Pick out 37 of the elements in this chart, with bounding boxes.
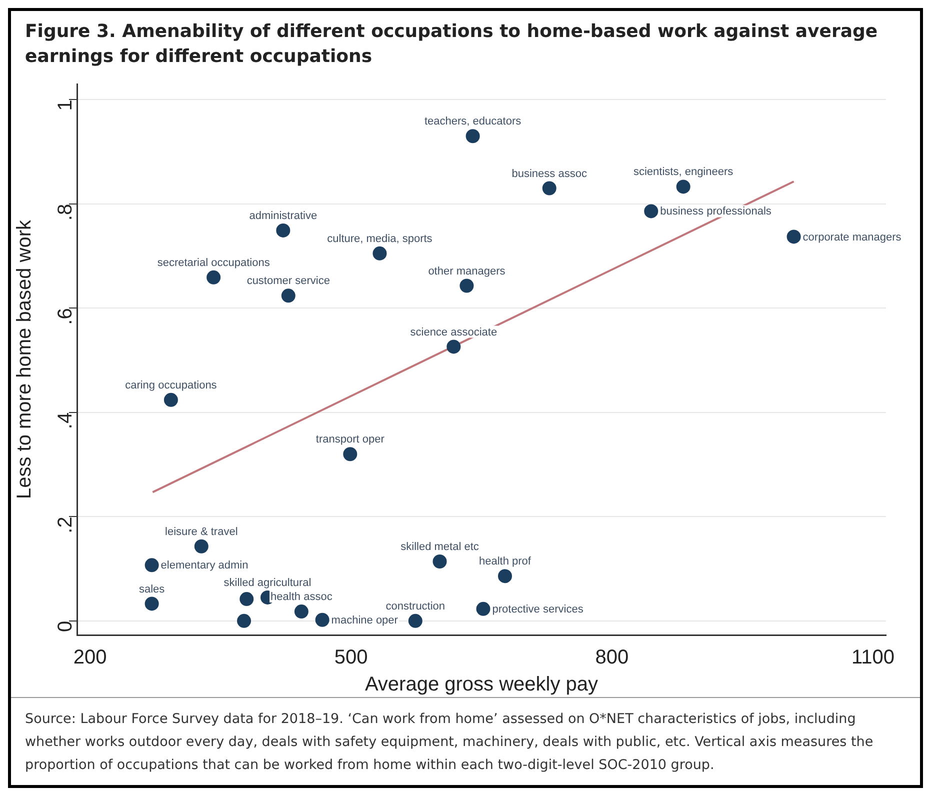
y-tick-label: .2: [54, 516, 77, 534]
annotation: elementary admin: [160, 560, 248, 572]
x-tick-label: 500: [334, 646, 368, 669]
annotation: other managers: [428, 265, 506, 278]
annotation: leisure & travel: [165, 526, 238, 538]
x-tick-label: 1100: [851, 646, 894, 669]
source-note: Source: Labour Force Survey data for 2018–19. ‘Can work from home’ assessed on O*NET characteristics of jobs, including whether works outdoor every day, deals with safety equipment, machinery, deals with public, etc. Vertical axis measures the proportion of occupations that can be worked from home within each two-digit-level SOC-2010 group.: [25, 710, 874, 775]
annotation: customer service: [246, 275, 330, 288]
annotation: sales: [138, 583, 166, 596]
y-axis-title: Less to more home based work: [14, 218, 36, 500]
y-tick-label: 0: [54, 620, 77, 632]
annotation: science associate: [410, 326, 498, 338]
y-tick-label: .6: [54, 308, 77, 325]
annotation: machine oper: [331, 614, 398, 626]
annotation: business professionals: [660, 206, 772, 218]
x-axis-title: Average gross weekly pay: [364, 674, 598, 696]
annotation: culture, media, sports: [327, 232, 433, 245]
annotation: business assoc: [512, 168, 588, 180]
annotation: protective services: [492, 603, 584, 616]
annotation: caring occupations: [125, 379, 218, 392]
x-tick-label: 800: [595, 646, 629, 669]
x-tick-label: 200: [73, 646, 107, 669]
annotation: transport oper: [316, 434, 385, 446]
chart-title: Figure 3. Amenability of different occupations to home-based work against average earnings for different occupations: [24, 20, 879, 69]
annotation: scientists, engineers: [633, 166, 734, 178]
annotation: administrative: [249, 210, 318, 222]
annotation: skilled agricultural: [224, 577, 312, 589]
annotation: construction: [386, 600, 446, 612]
annotation: skilled metal etc: [400, 541, 480, 554]
y-tick-label: 1: [54, 100, 77, 111]
y-tick-label: .8: [54, 204, 77, 221]
annotation: teachers, educators: [424, 116, 522, 128]
annotation: health prof: [478, 556, 532, 568]
y-tick-label: .4: [54, 412, 77, 430]
annotation: corporate managers: [802, 231, 902, 244]
annotation: health assoc: [270, 591, 333, 604]
annotation: secretarial occupations: [157, 256, 270, 269]
